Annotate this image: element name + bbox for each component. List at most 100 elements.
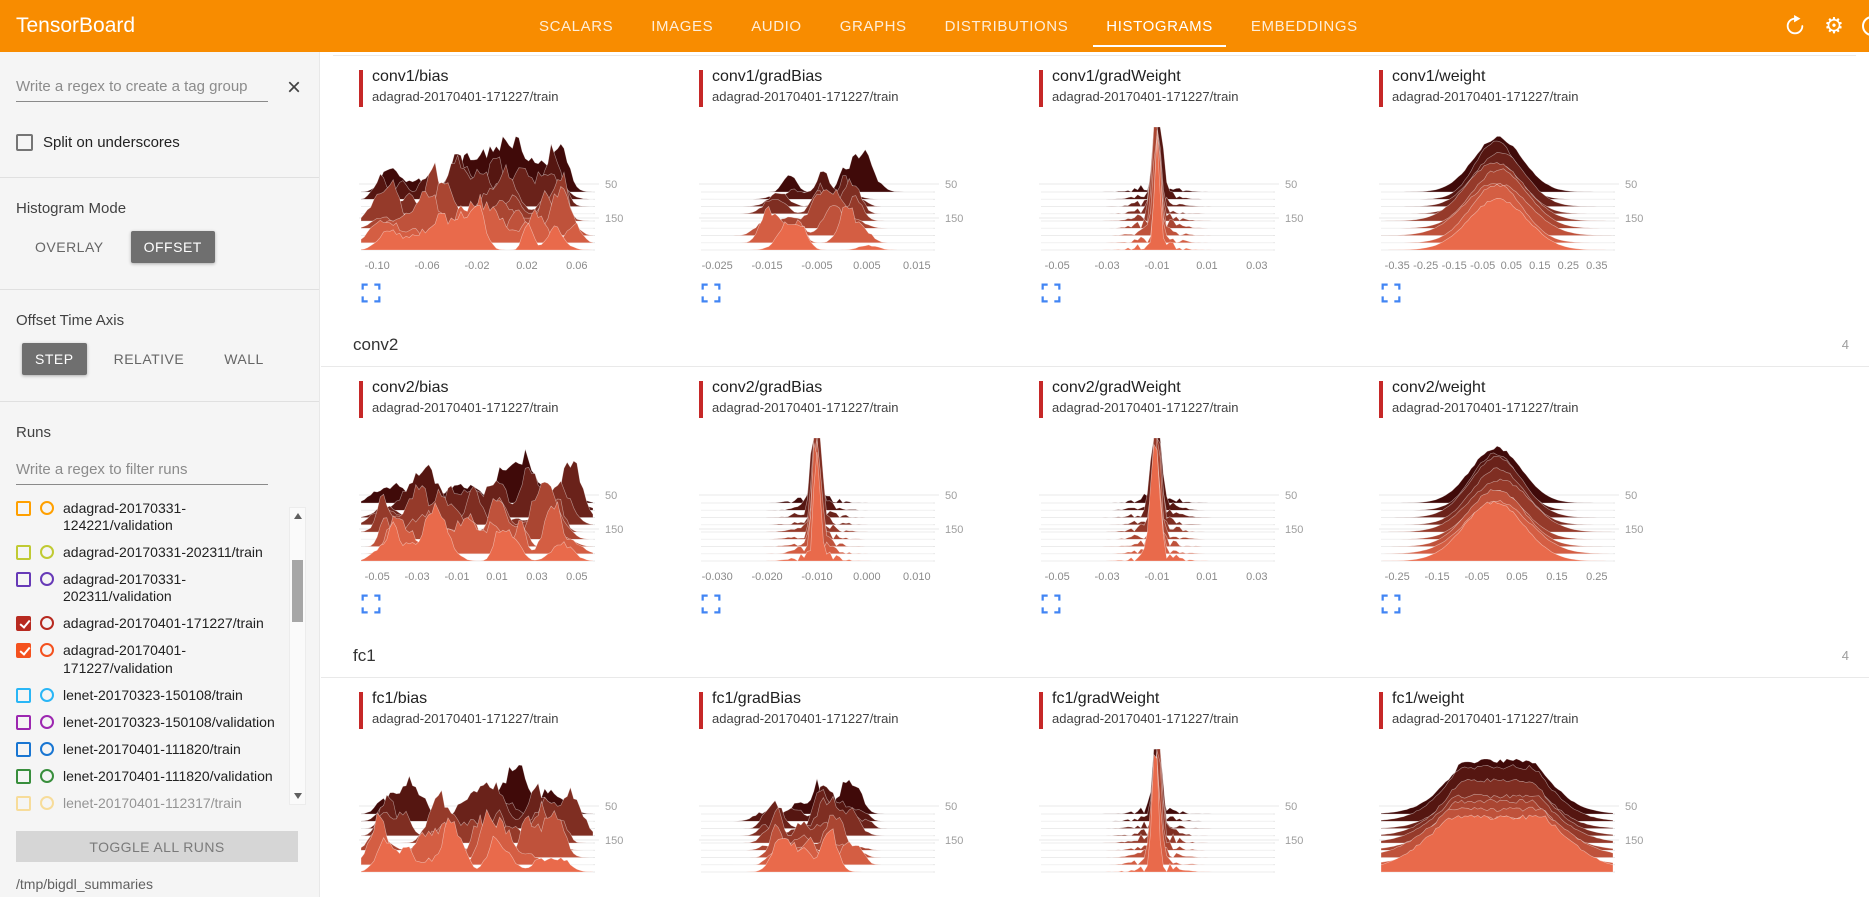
histogram-chart[interactable]: 50 150: [1379, 741, 1689, 897]
histogram-chart[interactable]: 50 150 -0.05 -0.03 -0.01 0.01 0.03: [1039, 119, 1349, 279]
runs-label: Runs: [16, 424, 52, 441]
run-item[interactable]: lenet-20170323-150108/validation: [16, 709, 278, 736]
run-checkbox[interactable]: [16, 768, 31, 784]
svg-text:-0.15: -0.15: [1442, 260, 1467, 272]
timeaxis-option-step[interactable]: STEP: [22, 343, 87, 375]
run-filter-input[interactable]: [16, 455, 268, 485]
histogram-chart[interactable]: 50 150 -0.05 -0.03 -0.01 0.01 0.03 0.05: [359, 430, 669, 590]
tab-distributions[interactable]: DISTRIBUTIONS: [944, 17, 1069, 35]
histogram-chart[interactable]: 50 150 -0.10 -0.06 -0.02 0.02 0.06: [359, 119, 669, 279]
histogram-chart[interactable]: 50 150: [359, 741, 669, 897]
run-checkbox[interactable]: [16, 714, 31, 730]
expand-icon[interactable]: [701, 283, 721, 303]
scroll-down-icon[interactable]: [290, 788, 305, 804]
tab-graphs[interactable]: GRAPHS: [839, 17, 907, 35]
run-checkbox[interactable]: [16, 643, 31, 659]
svg-text:150: 150: [605, 213, 623, 225]
run-item[interactable]: lenet-20170323-150108/train: [16, 682, 278, 709]
card-header: conv1/gradBias adagrad-20170401-171227/tr…: [699, 68, 1009, 107]
help-icon[interactable]: ?: [1862, 16, 1869, 36]
timeaxis-option-relative[interactable]: RELATIVE: [113, 351, 185, 367]
svg-text:0.03: 0.03: [526, 571, 547, 583]
run-item[interactable]: lenet-20170401-112317/train: [16, 790, 278, 817]
run-color-circle-icon: [40, 714, 54, 729]
expand-icon[interactable]: [1041, 283, 1061, 303]
histogram-chart[interactable]: 50 150 -0.25 -0.15 -0.05 0.05 0.15 0.25: [1379, 430, 1689, 590]
run-checkbox[interactable]: [16, 687, 31, 703]
scrollbar-thumb[interactable]: [292, 560, 303, 622]
tab-embeddings[interactable]: EMBEDDINGS: [1250, 17, 1358, 35]
run-checkbox[interactable]: [16, 795, 31, 811]
svg-text:-0.030: -0.030: [702, 571, 733, 583]
run-checkbox[interactable]: [16, 572, 31, 588]
card-header: fc1/gradBias adagrad-20170401-171227/trai…: [699, 690, 1009, 729]
svg-text:50: 50: [1625, 179, 1637, 191]
run-item[interactable]: lenet-20170401-111820/train: [16, 736, 278, 763]
run-checkbox[interactable]: [16, 741, 31, 757]
run-color-circle-icon: [40, 741, 54, 756]
run-item[interactable]: adagrad-20170331-202311/validation: [16, 566, 278, 610]
card-row: conv2/bias adagrad-20170401-171227/train 5…: [321, 367, 1869, 634]
expand-icon[interactable]: [1381, 594, 1401, 614]
svg-text:-0.03: -0.03: [405, 571, 430, 583]
scroll-up-icon[interactable]: [290, 508, 305, 524]
expand-icon[interactable]: [361, 283, 381, 303]
run-item[interactable]: adagrad-20170401-171227/train: [16, 610, 278, 637]
tab-scalars[interactable]: SCALARS: [539, 17, 614, 35]
svg-text:0.05: 0.05: [1501, 260, 1522, 272]
card-header: conv1/weight adagrad-20170401-171227/trai…: [1379, 68, 1689, 107]
histogram-chart[interactable]: 50 150: [699, 741, 1009, 897]
run-checkbox[interactable]: [16, 616, 31, 632]
histogram-chart[interactable]: 50 150 -0.025 -0.015 -0.005 0.005 0.015: [699, 119, 1009, 279]
toggle-all-runs-button[interactable]: TOGGLE ALL RUNS: [16, 831, 298, 862]
app-title: TensorBoard: [16, 14, 136, 37]
top-bar: TensorBoard SCALARS IMAGES AUDIO GRAPHS DIST…: [0, 0, 1869, 52]
run-checkbox[interactable]: [16, 545, 31, 561]
expand-icon[interactable]: [701, 594, 721, 614]
split-underscores-checkbox[interactable]: Split on underscores: [16, 134, 319, 151]
svg-text:150: 150: [605, 835, 623, 847]
tab-images[interactable]: IMAGES: [651, 17, 714, 35]
card-run-name: adagrad-20170401-171227/train: [1052, 711, 1239, 726]
svg-text:50: 50: [605, 801, 617, 813]
svg-text:0.010: 0.010: [903, 571, 931, 583]
offset-time-axis-toggle: STEP RELATIVE WALL: [22, 343, 319, 375]
category-header[interactable]: fc1 4: [321, 634, 1869, 678]
card-tag-title: conv2/bias: [372, 379, 449, 396]
run-item[interactable]: adagrad-20170401-171227/validation: [16, 637, 278, 681]
expand-icon[interactable]: [361, 594, 381, 614]
run-checkbox[interactable]: [16, 501, 31, 516]
run-color-bar: [359, 692, 363, 729]
card-run-name: adagrad-20170401-171227/train: [712, 400, 899, 415]
svg-text:50: 50: [605, 179, 617, 191]
settings-icon[interactable]: ⚙: [1824, 13, 1844, 38]
histmode-option-overlay[interactable]: OVERLAY: [35, 239, 104, 255]
svg-text:150: 150: [1625, 524, 1643, 536]
run-item[interactable]: adagrad-20170331-202311/train: [16, 539, 278, 566]
run-item[interactable]: lenet-20170401-111820/validation: [16, 763, 278, 790]
card-tag-title: conv1/gradBias: [712, 68, 823, 85]
sidebar-divider: [0, 177, 319, 178]
svg-text:-0.03: -0.03: [1095, 571, 1120, 583]
histmode-option-offset[interactable]: OFFSET: [130, 231, 215, 263]
histogram-chart[interactable]: 50 150 -0.030 -0.020 -0.010 0.000 0.010: [699, 430, 1009, 590]
card-header: conv2/bias adagrad-20170401-171227/train: [359, 379, 669, 418]
run-list-scrollbar[interactable]: [289, 507, 306, 805]
run-item[interactable]: adagrad-20170331-124221/validation: [16, 495, 278, 539]
tag-regex-input[interactable]: [16, 72, 268, 102]
expand-icon[interactable]: [1381, 283, 1401, 303]
run-name: lenet-20170401-112317/train: [63, 794, 242, 811]
close-icon[interactable]: ×: [286, 74, 301, 101]
histogram-chart[interactable]: 50 150: [1039, 741, 1349, 897]
svg-text:50: 50: [945, 179, 957, 191]
histogram-chart[interactable]: 50 150 -0.05 -0.03 -0.01 0.01 0.03: [1039, 430, 1349, 590]
histogram-chart[interactable]: 50 150 -0.35 -0.25 -0.15 -0.05 0.05 0.15 0.25 0.3…: [1379, 119, 1689, 279]
tab-histograms[interactable]: HISTOGRAMS: [1087, 0, 1232, 52]
run-color-bar: [1379, 381, 1383, 418]
run-color-bar: [699, 70, 703, 107]
category-header[interactable]: conv2 4: [321, 323, 1869, 367]
tab-audio[interactable]: AUDIO: [751, 17, 802, 35]
timeaxis-option-wall[interactable]: WALL: [224, 351, 264, 367]
expand-icon[interactable]: [1041, 594, 1061, 614]
refresh-icon[interactable]: [1784, 15, 1806, 37]
